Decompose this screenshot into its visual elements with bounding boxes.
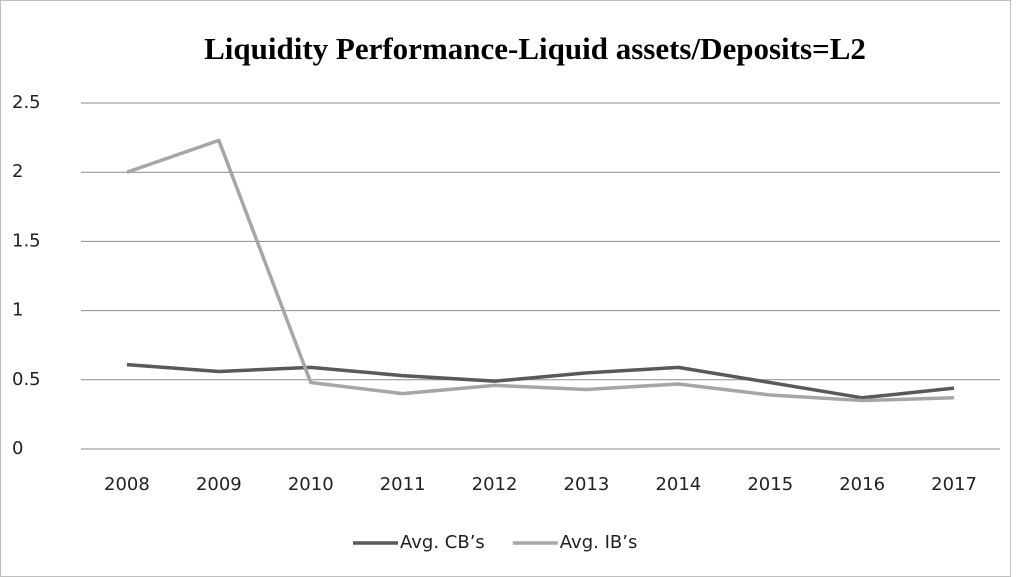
series-line (126, 138, 955, 403)
x-tick-label: 2015 (747, 474, 793, 495)
legend-label: Avg. IB’s (560, 532, 638, 553)
y-tick-label: 1 (12, 300, 23, 321)
y-tick-label: 1.5 (12, 230, 41, 251)
y-tick-label: 2 (12, 161, 23, 182)
series-line (126, 362, 955, 400)
x-tick-label: 2011 (380, 474, 426, 495)
x-tick-label: 2016 (839, 474, 885, 495)
y-tick-label: 2.5 (12, 92, 41, 113)
y-tick-label: 0.5 (12, 369, 41, 390)
x-tick-label: 2009 (196, 474, 242, 495)
x-tick-label: 2008 (104, 474, 150, 495)
chart-title: Liquidity Performance-Liquid assets/Depo… (204, 31, 866, 66)
x-tick-label: 2017 (931, 474, 977, 495)
x-tick-label: 2012 (472, 474, 518, 495)
x-tick-label: 2014 (655, 474, 701, 495)
x-tick-label: 2010 (288, 474, 334, 495)
x-tick-label: 2013 (564, 474, 610, 495)
legend-label: Avg. CB’s (400, 532, 485, 553)
y-tick-label: 0 (12, 438, 23, 459)
